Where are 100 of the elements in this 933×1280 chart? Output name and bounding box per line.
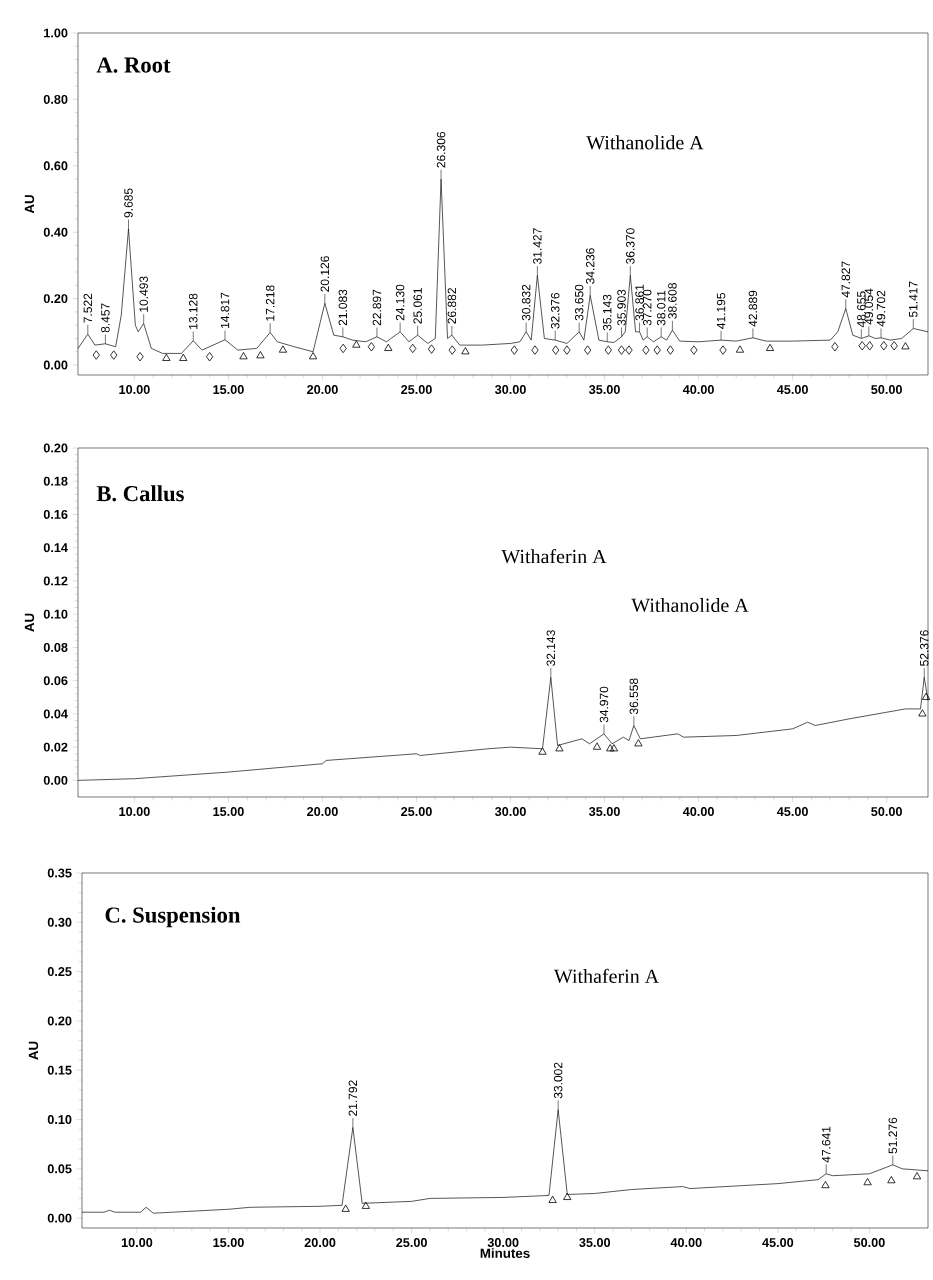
annotation: 38.608 bbox=[668, 283, 677, 319]
x-tick-label: 35.00 bbox=[589, 807, 620, 817]
y-axis-title: AU bbox=[24, 195, 35, 214]
annotation: 26.882 bbox=[447, 288, 457, 324]
y-tick-label: 0.10 bbox=[43, 609, 68, 619]
x-tick-label: 25.00 bbox=[396, 1238, 427, 1248]
annotation: 30.832 bbox=[521, 284, 531, 321]
y-tick-label: 0.60 bbox=[43, 161, 68, 171]
annotation: 41.195 bbox=[716, 293, 726, 329]
annotation: 21.083 bbox=[338, 289, 348, 326]
annotation: 10.493 bbox=[139, 276, 148, 312]
annotation: 26.306 bbox=[436, 131, 446, 168]
annotation: 20.126 bbox=[320, 256, 330, 292]
annotation: 9.685 bbox=[124, 188, 133, 218]
y-tick-label: 0.10 bbox=[47, 1115, 72, 1125]
annotation: 49.054 bbox=[864, 288, 874, 325]
annotation: 51.276 bbox=[888, 1117, 898, 1154]
x-tick-label: 10.00 bbox=[119, 807, 150, 817]
annotation: 31.427 bbox=[533, 228, 542, 264]
annotation: Withaferin A bbox=[501, 549, 607, 564]
y-tick-label: 0.04 bbox=[43, 709, 68, 719]
x-tick-label: 15.00 bbox=[213, 385, 244, 394]
y-tick-label: 0.25 bbox=[47, 967, 72, 977]
annotation: 49.702 bbox=[876, 290, 886, 327]
y-tick-label: 0.02 bbox=[43, 742, 68, 752]
y-axis-title: AU bbox=[28, 1041, 39, 1060]
y-axis-title: AU bbox=[24, 613, 35, 632]
annotation: 34.970 bbox=[599, 686, 609, 723]
x-tick-label: 30.00 bbox=[494, 807, 526, 817]
x-tick-label: 50.00 bbox=[871, 385, 902, 394]
x-tick-label: 15.00 bbox=[213, 807, 244, 817]
annotation: 36.370 bbox=[626, 228, 635, 264]
annotation: 35.903 bbox=[617, 289, 626, 326]
x-tick-label: 40.00 bbox=[670, 1238, 702, 1248]
annotation: 35.143 bbox=[602, 294, 612, 331]
y-tick-label: 0.14 bbox=[43, 543, 68, 553]
x-tick-label: 25.00 bbox=[401, 807, 432, 817]
text: B. Callus bbox=[96, 485, 184, 502]
y-tick-label: 0.00 bbox=[43, 775, 68, 785]
x-tick-label: 35.00 bbox=[579, 1238, 611, 1248]
annotation: 24.130 bbox=[395, 284, 405, 321]
x-tick-label: 20.00 bbox=[307, 385, 338, 394]
annotation: 42.889 bbox=[748, 290, 758, 327]
y-tick-label: 0.20 bbox=[47, 1016, 72, 1026]
annotation: 47.827 bbox=[841, 261, 851, 298]
y-tick-label: 0.12 bbox=[43, 576, 68, 586]
x-tick-label: 20.00 bbox=[307, 807, 338, 817]
y-tick-label: 0.20 bbox=[43, 294, 68, 304]
annotation: 21.792 bbox=[348, 1080, 358, 1116]
annotation: 36.558 bbox=[629, 678, 639, 715]
y-tick-label: 0.35 bbox=[47, 868, 72, 878]
annotation: 13.128 bbox=[188, 293, 198, 329]
annotation: 51.417 bbox=[909, 281, 918, 318]
x-tick-label: 45.00 bbox=[776, 385, 808, 394]
annotation: Withanolide A bbox=[631, 597, 749, 613]
annotation: 25.061 bbox=[413, 288, 422, 324]
annotation: Withaferin A bbox=[553, 968, 659, 984]
x-tick-label: 45.00 bbox=[776, 807, 808, 817]
y-tick-label: 0.06 bbox=[43, 676, 68, 686]
x-tick-label: 10.00 bbox=[119, 385, 150, 394]
y-tick-label: 0.00 bbox=[47, 1213, 72, 1223]
x-tick-label: 30.00 bbox=[487, 1238, 519, 1248]
y-tick-label: 0.18 bbox=[43, 476, 68, 486]
x-tick-label: 50.00 bbox=[871, 807, 902, 817]
y-tick-label: 0.30 bbox=[47, 917, 72, 927]
annotation: 34.236 bbox=[585, 248, 595, 284]
annotation: 52.376 bbox=[919, 630, 929, 666]
text: C. Suspension bbox=[105, 906, 241, 928]
y-tick-label: 0.16 bbox=[43, 509, 68, 519]
y-tick-label: 0.05 bbox=[47, 1164, 72, 1174]
annotation: 17.218 bbox=[265, 285, 275, 321]
annotation: 48.655 bbox=[857, 291, 866, 328]
y-tick-label: 1.00 bbox=[44, 28, 68, 38]
x-tick-label: 45.00 bbox=[762, 1238, 794, 1248]
annotation: 47.641 bbox=[821, 1126, 831, 1163]
y-tick-label: 0.15 bbox=[47, 1065, 72, 1075]
y-tick-label: 0.40 bbox=[43, 227, 68, 237]
annotation: 33.650 bbox=[574, 284, 584, 321]
x-axis-title: Minutes bbox=[480, 1248, 530, 1258]
annotation: 37.270 bbox=[642, 289, 652, 326]
x-tick-label: 15.00 bbox=[213, 1238, 244, 1248]
annotation: Withanolide A bbox=[586, 135, 704, 150]
x-tick-label: 20.00 bbox=[304, 1238, 336, 1248]
x-tick-label: 30.00 bbox=[494, 385, 526, 395]
x-tick-label: 40.00 bbox=[682, 385, 714, 394]
y-tick-label: 0.00 bbox=[43, 360, 68, 370]
annotation: 32.376 bbox=[550, 293, 560, 329]
y-tick-label: 0.20 bbox=[43, 443, 68, 453]
annotation: 36.861 bbox=[635, 284, 644, 321]
y-tick-label: 0.08 bbox=[43, 642, 68, 652]
x-tick-label: 25.00 bbox=[401, 385, 432, 394]
text: A. Root bbox=[96, 57, 171, 73]
y-tick-label: 0.80 bbox=[43, 94, 68, 104]
annotation: 22.897 bbox=[372, 289, 382, 326]
annotation: 38.011 bbox=[656, 290, 666, 326]
annotation: 8.457 bbox=[101, 303, 110, 333]
annotation: 14.817 bbox=[220, 292, 230, 328]
x-tick-label: 50.00 bbox=[853, 1238, 885, 1248]
annotation: 32.143 bbox=[546, 630, 556, 666]
x-tick-label: 35.00 bbox=[589, 385, 620, 395]
